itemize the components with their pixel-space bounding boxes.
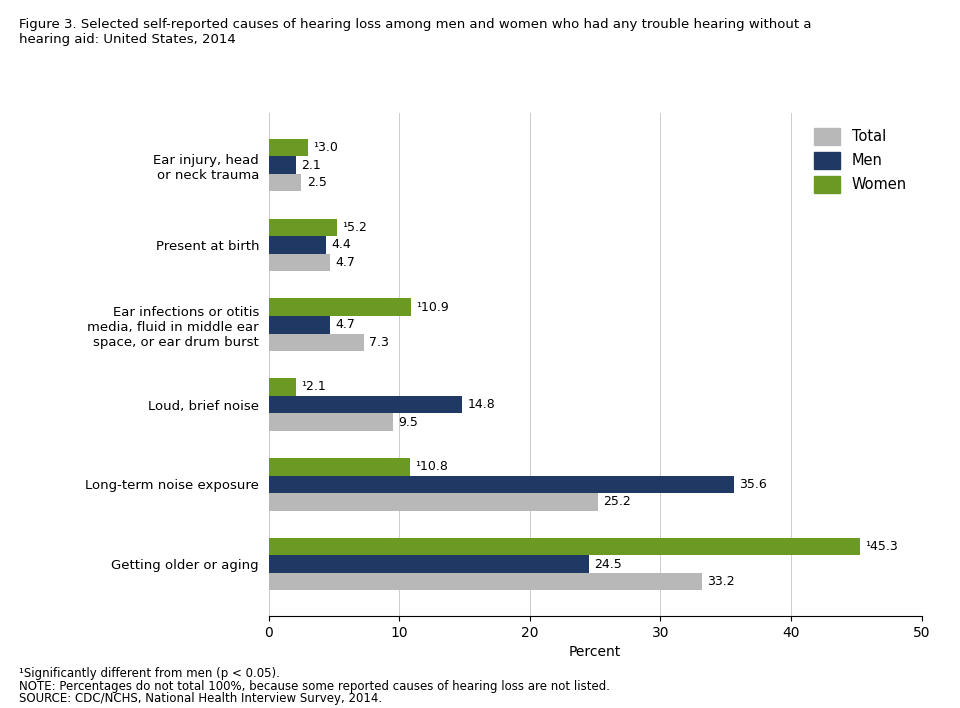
Text: 25.2: 25.2 (603, 496, 631, 508)
Text: ¹3.0: ¹3.0 (313, 141, 338, 154)
Bar (269, 236, 326, 253)
Text: ¹10.9: ¹10.9 (417, 301, 449, 314)
Text: 33.2: 33.2 (708, 575, 735, 588)
Text: SOURCE: CDC/NCHS, National Health Interview Survey, 2014.: SOURCE: CDC/NCHS, National Health Interv… (19, 692, 382, 705)
Bar (269, 458, 410, 476)
Text: 24.5: 24.5 (594, 558, 622, 571)
Text: 4.7: 4.7 (335, 318, 355, 331)
Bar (269, 316, 330, 333)
Text: 9.5: 9.5 (398, 416, 418, 428)
Text: 7.3: 7.3 (370, 336, 389, 349)
Text: ¹45.3: ¹45.3 (866, 540, 899, 553)
Bar (269, 174, 301, 191)
Bar (269, 156, 297, 174)
Text: 14.8: 14.8 (468, 398, 495, 411)
Text: 4.4: 4.4 (331, 239, 351, 251)
Bar (269, 139, 308, 156)
Bar (269, 298, 411, 316)
Text: 4.7: 4.7 (335, 256, 355, 269)
Bar (269, 538, 860, 555)
Text: ¹2.1: ¹2.1 (301, 380, 326, 394)
Text: ¹10.8: ¹10.8 (415, 460, 448, 473)
Text: ¹Significantly different from men (p < 0.05).: ¹Significantly different from men (p < 0… (19, 667, 280, 680)
Bar (269, 333, 364, 351)
Bar (269, 219, 337, 236)
Legend: Total, Men, Women: Total, Men, Women (806, 120, 914, 200)
Text: NOTE: Percentages do not total 100%, because some reported causes of hearing los: NOTE: Percentages do not total 100%, bec… (19, 680, 611, 692)
Text: 2.5: 2.5 (306, 176, 326, 189)
Text: 2.1: 2.1 (301, 159, 322, 171)
Text: ¹5.2: ¹5.2 (342, 221, 367, 234)
Bar (269, 493, 598, 510)
Bar (269, 253, 330, 271)
X-axis label: Percent: Percent (569, 645, 621, 659)
Bar (269, 573, 703, 590)
Bar (269, 555, 588, 573)
Bar (269, 378, 297, 396)
Bar (269, 413, 393, 431)
Bar (269, 476, 733, 493)
Text: Figure 3. Selected self-reported causes of hearing loss among men and women who : Figure 3. Selected self-reported causes … (19, 18, 812, 46)
Text: 35.6: 35.6 (739, 478, 767, 491)
Bar (269, 396, 462, 413)
